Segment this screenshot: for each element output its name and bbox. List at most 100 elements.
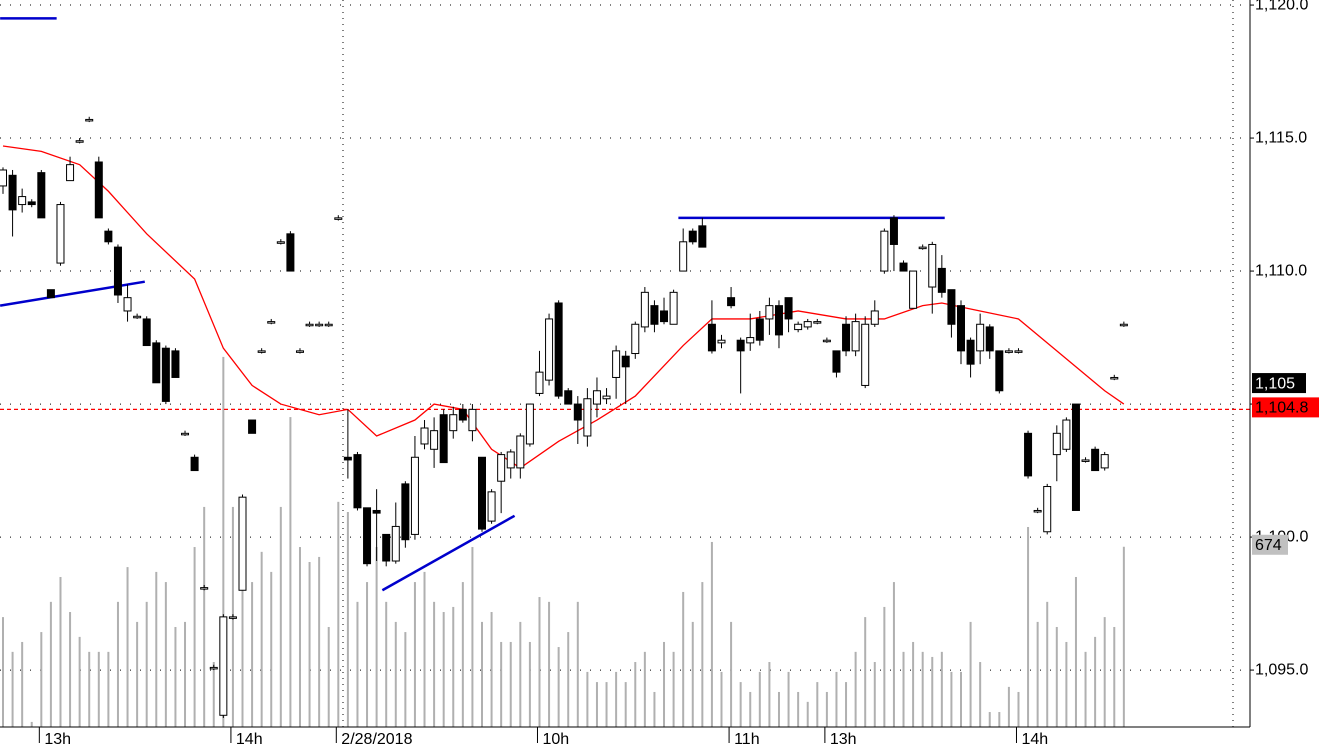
candle-body — [612, 350, 621, 378]
volume-bar — [538, 597, 541, 727]
volume-bar — [279, 506, 282, 727]
price-label: 1,105 — [1255, 375, 1295, 392]
volume-bar — [500, 641, 503, 727]
candle-body — [631, 323, 640, 355]
volume-bar — [260, 551, 263, 727]
candle-body — [813, 321, 822, 324]
volume-bar — [1065, 641, 1068, 727]
candle-body — [909, 270, 918, 309]
volume-bar — [337, 501, 340, 727]
volume-bar — [787, 671, 790, 727]
candle-body — [449, 414, 458, 432]
volume-bar — [394, 621, 397, 727]
volume-bar — [385, 601, 388, 727]
candle-body — [372, 509, 381, 514]
candle-body — [545, 318, 554, 381]
candle-body — [286, 233, 295, 272]
candle-body — [468, 408, 477, 432]
volume-bar — [203, 506, 206, 727]
volume-bar — [78, 636, 81, 727]
volume-bar — [155, 571, 158, 727]
volume-bar — [988, 712, 991, 727]
candle-body — [382, 533, 391, 562]
volume-bar — [643, 651, 646, 727]
candle-body — [228, 616, 237, 619]
plot-area — [0, 4, 1250, 727]
trendline — [0, 280, 145, 307]
moving-average — [2, 145, 1125, 469]
candle-body — [966, 339, 975, 365]
x-tick-label: 13h — [830, 731, 857, 748]
volume-bar — [423, 571, 426, 727]
volume-bar — [116, 601, 119, 727]
candle-body — [736, 339, 745, 352]
x-tick-label: 14h — [1021, 731, 1048, 748]
volume-bar — [318, 556, 321, 727]
volume-bar — [413, 582, 416, 727]
candle-body — [842, 323, 851, 352]
candle-body — [267, 321, 276, 324]
candle-body — [133, 315, 142, 319]
candle-body — [832, 350, 841, 373]
volume-bar — [615, 671, 618, 727]
volume-bar — [509, 641, 512, 727]
candle-body — [487, 491, 496, 522]
volume-bar — [595, 682, 598, 727]
volume-bar — [1027, 526, 1030, 727]
volume-bar — [40, 632, 43, 727]
volume-bar — [691, 621, 694, 727]
volume-bar — [567, 632, 570, 727]
y-tick-label: 1,120.0 — [1255, 0, 1308, 13]
candle-body — [688, 230, 697, 243]
candle-body — [573, 403, 582, 421]
candle-body — [363, 507, 372, 565]
volume-bar — [366, 582, 369, 727]
candle-body — [822, 339, 831, 343]
volume-bar — [442, 612, 445, 727]
volume-bar — [174, 626, 177, 727]
volume-bar — [902, 651, 905, 727]
candle-body — [1024, 432, 1033, 477]
candle-body — [276, 241, 285, 244]
volume-bar — [720, 671, 723, 727]
candle-body — [315, 323, 324, 327]
candle-body — [1062, 419, 1071, 450]
candle-body — [142, 318, 151, 347]
candle-body — [660, 310, 669, 323]
ma-label-box — [1252, 397, 1319, 418]
candle-body — [640, 291, 649, 328]
candle-body — [669, 291, 678, 325]
volume-bar — [1084, 651, 1087, 727]
candle-body — [152, 342, 161, 384]
candle-body — [650, 305, 659, 325]
candle-body — [765, 305, 774, 320]
volume-bar — [1036, 621, 1039, 727]
candle-body — [257, 350, 266, 353]
candle-body — [113, 246, 122, 296]
volume-bar — [212, 662, 215, 727]
volume-bar — [1074, 576, 1077, 727]
candle-body — [171, 350, 180, 378]
candle-body — [497, 454, 506, 482]
candle-body — [698, 225, 707, 248]
volume-bar — [528, 641, 531, 727]
candle-body — [219, 616, 228, 716]
candle-body — [870, 310, 879, 325]
volume-bar — [2, 617, 4, 727]
volume-bar — [960, 671, 962, 727]
candle-body — [583, 398, 592, 437]
volume-bar — [605, 682, 608, 727]
volume-bar — [912, 641, 915, 727]
volume-bar — [1055, 626, 1058, 727]
volume-bar — [950, 671, 953, 727]
candle-body — [554, 302, 563, 397]
volume-bar — [854, 651, 857, 727]
volume-bar — [88, 651, 91, 727]
candle-body — [957, 305, 965, 352]
candle-body — [1052, 432, 1061, 456]
candle-body — [861, 323, 870, 386]
volume-bar — [1017, 691, 1020, 727]
volume-bar — [701, 582, 704, 727]
volume-bar — [97, 651, 100, 727]
candle-body — [928, 243, 937, 288]
